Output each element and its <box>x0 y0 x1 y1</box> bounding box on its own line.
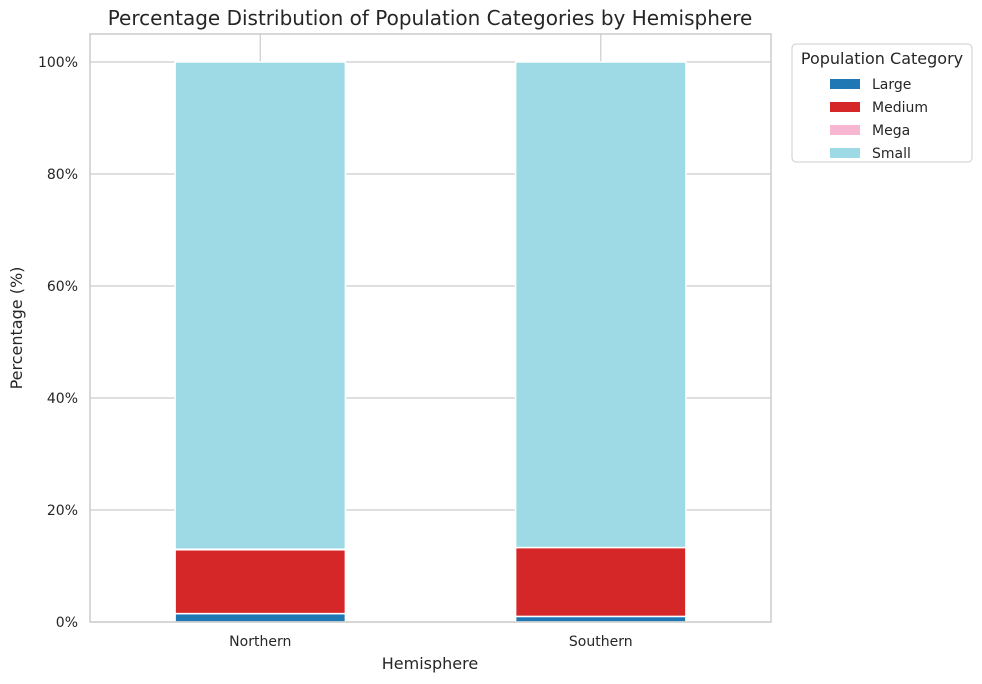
bar-small-northern <box>174 61 347 550</box>
x-tick-label: Northern <box>229 634 291 650</box>
legend-swatch-small <box>830 148 860 158</box>
bar-medium-southern <box>514 546 687 618</box>
bar-large-southern <box>514 615 687 623</box>
legend-label-medium: Medium <box>872 100 928 116</box>
y-tick-label: 40% <box>47 391 78 407</box>
legend-swatch-large <box>830 79 860 89</box>
legend-title: Population Category <box>801 49 963 68</box>
y-tick-label: 80% <box>47 167 78 183</box>
x-axis-label: Hemisphere <box>382 654 478 673</box>
y-tick-label: 60% <box>47 279 78 295</box>
legend-label-small: Small <box>872 146 911 162</box>
plot-frame <box>89 33 772 623</box>
legend-label-mega: Mega <box>872 123 910 139</box>
y-tick-label: 100% <box>38 55 78 71</box>
y-tick-label: 0% <box>56 615 78 631</box>
bar-small-southern <box>514 61 687 549</box>
plot-area: 0% 20% 40% 60% 80% 100% Northern Southern <box>38 33 772 650</box>
bar-large-northern <box>174 612 347 623</box>
legend-swatch-mega <box>830 125 860 135</box>
legend-swatch-medium <box>830 102 860 112</box>
y-axis-label: Percentage (%) <box>7 267 26 390</box>
legend: Population Category Large Medium Mega Small <box>791 43 973 163</box>
bar-medium-northern <box>174 549 347 615</box>
y-tick-label: 20% <box>47 503 78 519</box>
chart-title: Percentage Distribution of Population Ca… <box>108 6 753 30</box>
x-tick-label: Southern <box>569 634 633 650</box>
legend-label-large: Large <box>872 77 911 93</box>
